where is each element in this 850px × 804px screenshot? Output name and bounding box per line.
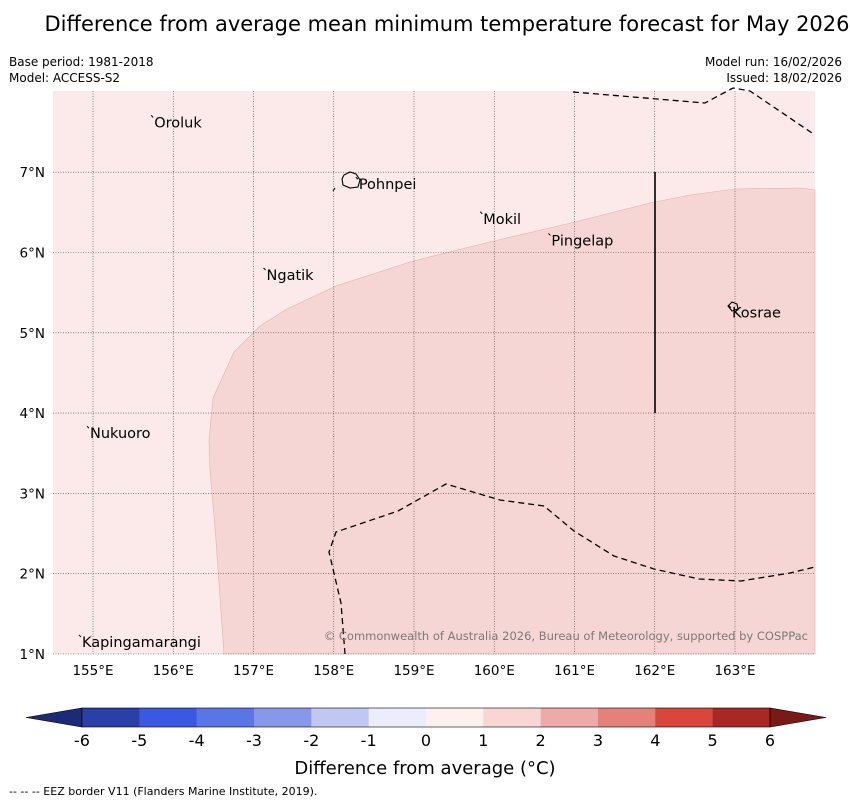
longitude-tick-label: 158°E (313, 663, 354, 679)
place-label-kosrae: Kosrae (732, 306, 781, 322)
longitude-tick-label: 161°E (554, 663, 595, 679)
eez-border-south (328, 483, 816, 655)
place-marker-pohnpei (355, 176, 359, 180)
colorbar-tick-label: 4 (650, 731, 660, 750)
eez-legend-note: -- -- -- EEZ border V11 (Flanders Marine… (9, 785, 318, 798)
colorbar-tick-label: 5 (708, 731, 718, 750)
place-label-pingelap: Pingelap (551, 233, 613, 249)
eez-borders (328, 87, 816, 655)
longitude-tick-label: 163°E (714, 663, 755, 679)
longitude-tick-label: 160°E (474, 663, 515, 679)
longitude-tick-label: 159°E (393, 663, 434, 679)
issued-date: Issued: 18/02/2026 (726, 71, 842, 85)
place-marker-ngatik (263, 267, 266, 271)
place-marker-kapingamarangi (78, 634, 82, 638)
colorbar-tick-label: -4 (189, 731, 205, 750)
place-label-nukuoro: Nukuoro (90, 426, 151, 442)
latitude-tick-label: 1°N (20, 647, 45, 663)
base-period: Base period: 1981-2018 (9, 55, 154, 69)
colorbar-label: Difference from average (°C) (294, 758, 555, 779)
place-label-mokil: Mokil (483, 212, 521, 228)
eez-border-north (572, 87, 816, 136)
colorbar-tick-label: 3 (593, 731, 603, 750)
latitude-tick-label: 6°N (20, 246, 45, 262)
model-name: Model: ACCESS-S2 (9, 71, 121, 85)
place-marker-kosrae (728, 305, 732, 309)
colorbar-tick-label: 6 (765, 731, 775, 750)
colorbar-tick-label: 2 (536, 731, 546, 750)
longitude-tick-label: 155°E (72, 663, 113, 679)
place-marker-pingelap (548, 233, 551, 236)
model-info: Base period: 1981-2018 Model: ACCESS-S2 (9, 54, 154, 86)
colorbar-high-extend (769, 707, 827, 728)
colorbar-tick-label: -5 (131, 731, 147, 750)
longitude-tick-label: 157°E (233, 663, 274, 679)
latitude-tick-label: 2°N (20, 567, 45, 583)
latitude-labels: 7°N 6°N 5°N 4°N 3°N 2°N 1°N (20, 165, 45, 663)
islands (332, 171, 739, 312)
colorbar-segment (196, 708, 255, 727)
colorbar-tick-label: -2 (303, 731, 319, 750)
place-marker-mokil (479, 211, 483, 215)
latitude-tick-label: 7°N (20, 165, 45, 181)
run-info: Model run: 16/02/2026 Issued: 18/02/2026 (705, 54, 842, 86)
colorbar-segment (253, 708, 312, 727)
kosrae-island (727, 301, 739, 312)
colorbar-segment (597, 708, 656, 727)
colorbar-segment (655, 708, 713, 727)
place-label-oroluk: Oroluk (154, 115, 202, 131)
colorbar-tick-label: -3 (246, 731, 262, 750)
colorbar-tick-label: 0 (421, 731, 431, 750)
pohnpei-island (341, 171, 361, 189)
colorbar-segment (311, 708, 369, 727)
place-label-pohnpei: Pohnpei (359, 177, 417, 193)
colorbar: -6 -5 -4 -3 -2 -1 0 1 2 3 4 5 6 (25, 707, 827, 750)
latitude-tick-label: 3°N (20, 486, 45, 502)
colorbar-tick-label: 1 (478, 731, 488, 750)
place-marker-oroluk (150, 115, 154, 118)
map-title: Difference from average mean minimum tem… (44, 12, 850, 36)
colorbar-segment (425, 708, 484, 727)
latitude-tick-label: 4°N (20, 406, 45, 422)
graticule (53, 91, 815, 655)
place-label-kapingamarangi: Kapingamarangi (82, 635, 201, 651)
longitude-tick-label: 156°E (153, 663, 194, 679)
place-marker-nukuoro (86, 425, 90, 429)
pohnpei-islet (332, 187, 336, 192)
place-label-ngatik: Ngatik (267, 268, 315, 284)
model-run-date: Model run: 16/02/2026 (704, 55, 842, 69)
place-labels: Oroluk Pohnpei Mokil Pingelap Ngatik Kosrae Nu… (78, 115, 781, 651)
colorbar-segment (139, 708, 197, 727)
colorbar-segment (368, 708, 427, 727)
colorbar-low-extend (25, 707, 83, 728)
anomaly-region-1-to-2 (208, 187, 816, 655)
colorbar-segment (712, 708, 771, 727)
colorbar-frame (81, 707, 771, 728)
colorbar-tick-label: -1 (361, 731, 377, 750)
latitude-tick-label: 5°N (20, 326, 45, 342)
colorbar-segment (540, 708, 599, 727)
longitude-labels: 155°E 156°E 157°E 158°E 159°E 160°E 161°E 162°E… (72, 663, 755, 679)
colorbar-tick-label: -6 (74, 731, 90, 750)
copyright-text: © Commonwealth of Australia 2026, Bureau… (324, 629, 808, 643)
longitude-tick-label: 162°E (634, 663, 675, 679)
colorbar-segment (483, 708, 541, 727)
colorbar-segment (82, 708, 140, 727)
